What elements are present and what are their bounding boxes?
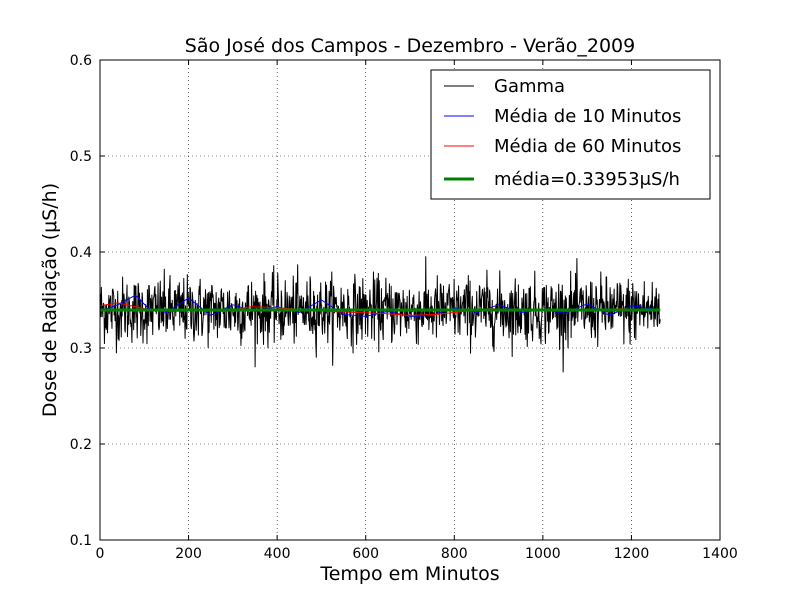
y-axis-label: Dose de Radiação (μS/h) [39, 183, 61, 417]
plot-area [100, 256, 661, 373]
y-tick-label: 0.3 [70, 341, 92, 357]
y-tick-label: 0.6 [70, 53, 92, 69]
axes-frame [99, 59, 721, 541]
chart-title: São José dos Campos - Dezembro - Verão_2… [185, 35, 635, 57]
x-tick-label: 1200 [614, 546, 650, 562]
x-tick-label: 1000 [525, 546, 561, 562]
legend-box [430, 69, 711, 200]
x-tick-label: 400 [264, 546, 291, 562]
y-tick-label: 0.4 [70, 245, 92, 261]
series-layer [100, 256, 661, 373]
legend-label: média=0.33953μS/h [494, 169, 680, 190]
x-tick-label: 600 [352, 546, 379, 562]
y-tick-label: 0.2 [70, 437, 92, 453]
x-tick-label: 1400 [702, 546, 738, 562]
x-tick-label: 800 [441, 546, 468, 562]
x-axis-label: Tempo em Minutos [319, 563, 499, 585]
x-tick-label: 200 [175, 546, 202, 562]
legend-label: Média de 60 Minutos [494, 136, 681, 157]
ticks: 0 200 400 600 800 1000 1200 1400 0.1 0.2 0.3 0.4 0.5… [70, 53, 738, 562]
y-tick-label: 0.1 [70, 533, 92, 549]
legend-label: Média de 10 Minutos [494, 106, 681, 127]
legend: Gamma Média de 10 Minutos Média de 60 Minu… [430, 69, 711, 200]
series-line-media-de-10-minutos [100, 294, 659, 317]
legend-label: Gamma [494, 76, 565, 97]
x-tick-label: 0 [96, 546, 105, 562]
y-tick-label: 0.5 [70, 149, 92, 165]
